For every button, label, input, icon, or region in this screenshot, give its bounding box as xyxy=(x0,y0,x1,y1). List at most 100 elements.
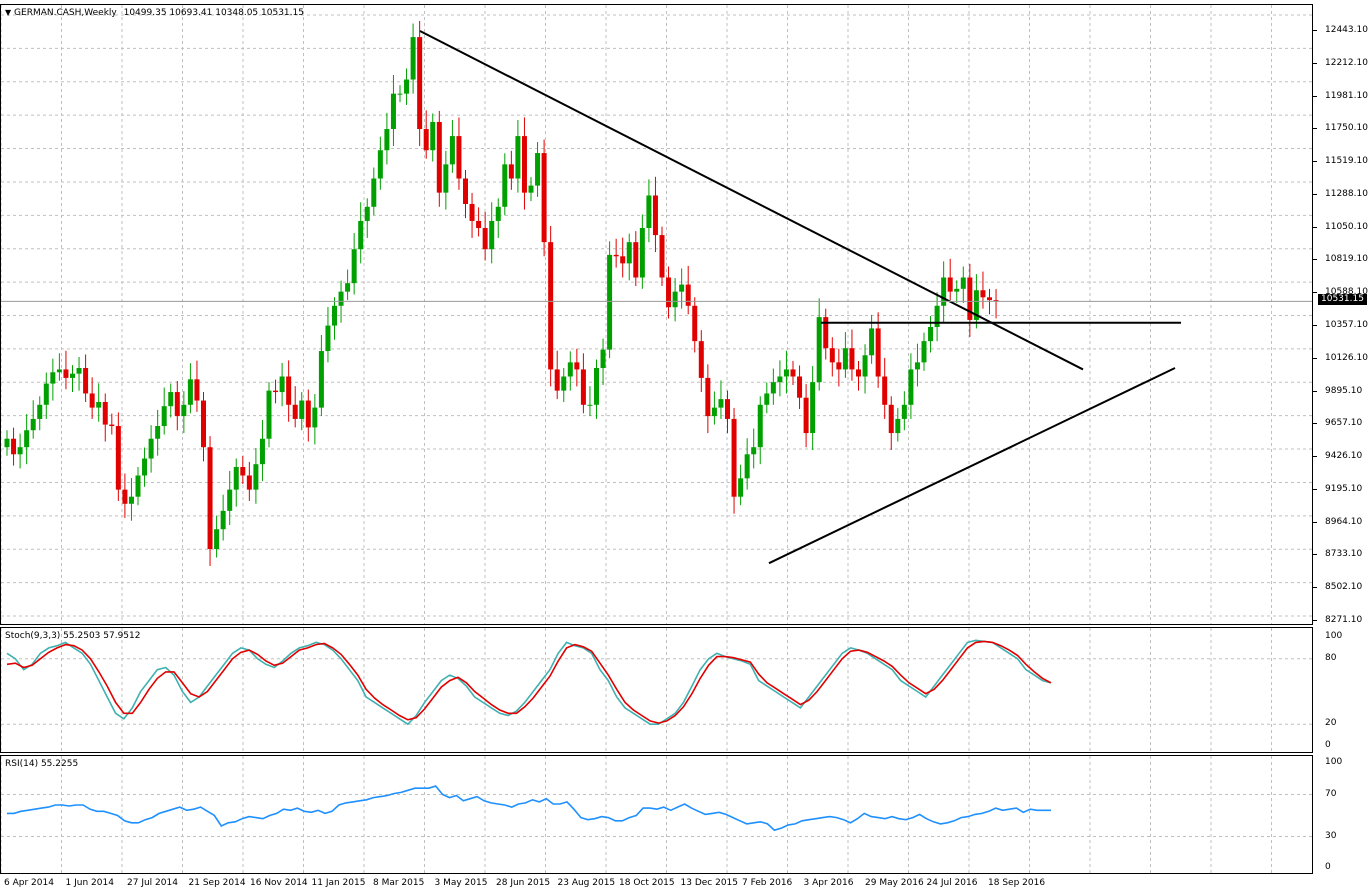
candle-body xyxy=(639,228,645,278)
stoch-scale-label: 80 xyxy=(1325,652,1337,663)
time-axis-label: 23 Aug 2015 xyxy=(557,878,616,888)
stochastic-panel[interactable]: Stoch(9,3,3) 55.2503 57.9512 xyxy=(0,627,1313,753)
rsi-label: RSI(14) 55.2255 xyxy=(5,759,79,769)
price-tick xyxy=(1313,292,1317,294)
candle-body xyxy=(652,195,658,236)
price-tick xyxy=(1313,259,1317,261)
candle-body xyxy=(620,256,626,264)
candle-body xyxy=(417,37,423,130)
candle-body xyxy=(299,400,305,419)
candle-body xyxy=(246,475,252,490)
time-axis-label: 7 Feb 2016 xyxy=(742,878,793,888)
candle-body xyxy=(109,424,115,426)
candle-body xyxy=(934,305,940,328)
time-axis-label: 18 Sep 2016 xyxy=(988,878,1046,888)
rsi-line xyxy=(7,785,1051,832)
candle-body xyxy=(600,349,606,369)
candle-body xyxy=(11,438,17,455)
candle-body xyxy=(659,235,665,278)
candle-body xyxy=(580,369,586,405)
price-tick xyxy=(1313,30,1317,31)
price-scale-label: 12212.10 xyxy=(1325,57,1368,68)
price-scale-label: 11050.10 xyxy=(1325,221,1368,232)
stochastic-canvas xyxy=(1,628,1312,752)
time-axis-label: 11 Jan 2015 xyxy=(311,878,366,888)
time-axis[interactable]: 6 Apr 2014 1 Jun 2014 27 Jul 2014 21 Sep 20… xyxy=(0,874,1313,895)
candle-body xyxy=(76,368,82,374)
candle-body xyxy=(744,454,750,479)
candle-body xyxy=(469,203,475,221)
candle-body xyxy=(482,228,488,250)
candle-body xyxy=(456,136,462,179)
candle-body xyxy=(928,327,934,342)
candle-body xyxy=(967,277,973,320)
price-tick xyxy=(1313,521,1317,523)
rsi-scale: 100 70 30 0 xyxy=(1313,755,1371,874)
rsi-canvas xyxy=(1,756,1312,873)
candle-body xyxy=(973,290,979,320)
candle-body xyxy=(869,328,875,356)
candle-body xyxy=(541,153,547,243)
time-axis-label: 3 May 2015 xyxy=(434,878,488,888)
candle-body xyxy=(404,79,410,94)
candle-body xyxy=(253,464,259,490)
triangle-down-icon[interactable]: ▼ xyxy=(5,8,12,17)
symbol-label: GERMAN.CASH,Weekly xyxy=(14,8,117,18)
candle-body xyxy=(548,242,554,370)
time-axis-label: 16 Nov 2014 xyxy=(250,878,308,888)
candle-body xyxy=(161,406,167,426)
candle-body xyxy=(443,164,449,193)
candle-body xyxy=(279,376,285,393)
candle-body xyxy=(764,393,770,405)
price-scale-label: 11750.10 xyxy=(1325,123,1368,134)
candle-body xyxy=(502,164,508,207)
candle-body xyxy=(384,129,390,151)
price-tick xyxy=(1313,128,1317,130)
stoch-main-line xyxy=(6,639,1052,726)
candle-body xyxy=(823,317,829,349)
price-scale-label: 9657.10 xyxy=(1325,418,1363,429)
candle-body xyxy=(181,404,187,417)
candle-body xyxy=(358,220,364,250)
candle-body xyxy=(908,369,914,405)
candle-body xyxy=(194,379,200,401)
price-tick xyxy=(1313,325,1317,326)
price-tick xyxy=(1313,357,1317,359)
ascending-trendline xyxy=(768,367,1176,565)
candle-body xyxy=(613,254,619,257)
time-axis-label: 13 Dec 2015 xyxy=(680,878,739,888)
candle-body xyxy=(37,404,43,419)
candle-body xyxy=(495,206,501,221)
candle-body xyxy=(705,377,711,417)
candle-body xyxy=(980,290,986,298)
time-axis-label: 24 Jul 2016 xyxy=(926,878,978,888)
candle-body xyxy=(757,404,763,448)
candle-body xyxy=(364,206,370,221)
candle-body xyxy=(174,392,180,417)
price-chart-panel[interactable]: ▼ GERMAN.CASH,Weekly 10499.35 10693.41 1… xyxy=(0,4,1313,625)
candle-body xyxy=(273,390,279,393)
rsi-panel[interactable]: RSI(14) 55.2255 xyxy=(0,755,1313,874)
candle-body xyxy=(554,369,560,391)
candle-body xyxy=(777,376,783,383)
candle-body xyxy=(987,297,992,301)
price-scale[interactable]: 12443.10 12212.10 11981.10 11750.10 11519.10… xyxy=(1313,4,1371,625)
candle-body xyxy=(142,458,148,476)
price-tick xyxy=(1313,62,1317,64)
price-scale-label: 8733.10 xyxy=(1325,549,1363,560)
candle-body xyxy=(410,37,416,80)
chart-header: ▼ GERMAN.CASH,Weekly 10499.35 10693.41 1… xyxy=(5,8,304,18)
stochastic-scale: 100 80 20 0 xyxy=(1313,627,1371,753)
candle-body xyxy=(914,362,920,370)
candle-body xyxy=(463,178,468,204)
candle-body xyxy=(921,341,927,363)
price-scale-label: 11288.10 xyxy=(1325,188,1368,199)
candle-body xyxy=(561,376,567,391)
candle-body xyxy=(718,399,724,408)
price-scale-label: 8964.10 xyxy=(1325,516,1363,527)
candle-body xyxy=(43,383,49,405)
candle-body xyxy=(214,529,220,550)
candle-body xyxy=(607,254,613,350)
candle-body xyxy=(849,348,855,370)
candle-body xyxy=(528,185,534,193)
